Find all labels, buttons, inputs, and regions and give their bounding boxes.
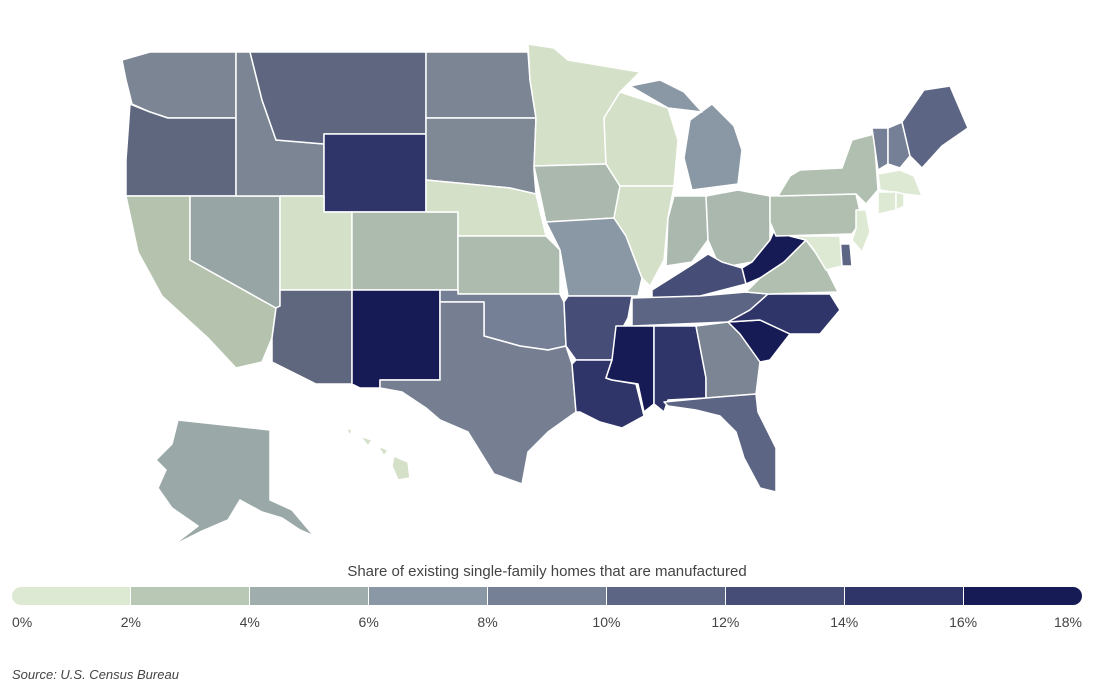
legend-segment	[845, 587, 964, 605]
legend-segment	[607, 587, 726, 605]
legend-tick: 14%	[830, 614, 859, 630]
color-scale-ticks: 0% 2% 4% 6% 8% 10% 12% 14% 16% 18%	[0, 614, 1094, 634]
legend-tick: 8%	[477, 614, 498, 630]
state-wy[interactable]	[323, 133, 427, 213]
legend-segment	[369, 587, 488, 605]
state-ks[interactable]	[457, 235, 561, 295]
state-ma[interactable]	[877, 169, 923, 197]
legend-segment	[726, 587, 845, 605]
state-fl[interactable]	[663, 393, 777, 493]
state-ia[interactable]	[533, 163, 621, 223]
state-mt[interactable]	[249, 51, 427, 145]
legend-tick: 0%	[12, 614, 33, 630]
state-mi[interactable]	[629, 79, 743, 191]
legend-tick: 18%	[1053, 614, 1082, 630]
legend-tick: 6%	[358, 614, 379, 630]
state-nd[interactable]	[425, 51, 537, 119]
state-co[interactable]	[351, 211, 459, 291]
legend-title: Share of existing single-family homes th…	[347, 563, 747, 580]
state-nc[interactable]	[727, 293, 841, 335]
legend-tick: 10%	[592, 614, 621, 630]
state-il[interactable]	[613, 185, 675, 287]
state-nj[interactable]	[851, 209, 871, 253]
state-nm[interactable]	[351, 289, 441, 389]
state-tx[interactable]	[379, 301, 577, 485]
state-hi[interactable]	[345, 427, 411, 481]
source-note: Source: U.S. Census Bureau	[12, 667, 179, 682]
legend-tick: 16%	[949, 614, 978, 630]
legend-segment	[964, 587, 1082, 605]
state-ri[interactable]	[895, 191, 905, 211]
color-scale-bar	[12, 587, 1082, 605]
state-md[interactable]	[789, 235, 843, 271]
state-wi[interactable]	[603, 91, 679, 187]
legend-segment	[131, 587, 250, 605]
state-ny[interactable]	[777, 133, 879, 205]
state-pa[interactable]	[769, 193, 863, 237]
state-in[interactable]	[665, 195, 709, 267]
state-ct[interactable]	[877, 191, 897, 215]
state-ak[interactable]	[155, 419, 315, 547]
state-me[interactable]	[901, 85, 969, 169]
state-az[interactable]	[271, 289, 353, 385]
state-or[interactable]	[125, 103, 237, 197]
legend-segment	[250, 587, 369, 605]
legend-tick: 12%	[711, 614, 740, 630]
legend-tick: 4%	[239, 614, 260, 630]
legend-segment	[488, 587, 607, 605]
legend-tick: 2%	[120, 614, 141, 630]
us-choropleth-map	[121, 43, 969, 547]
legend-segment	[12, 587, 131, 605]
